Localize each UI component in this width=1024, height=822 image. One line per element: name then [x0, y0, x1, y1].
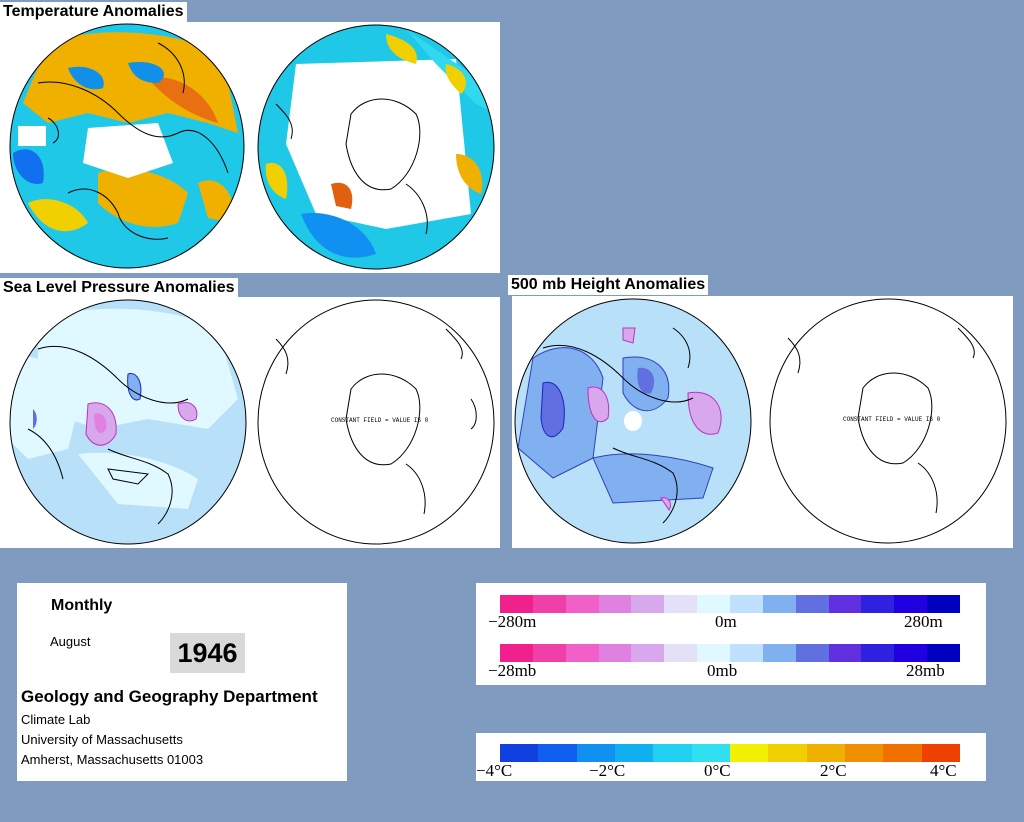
height-colorbar-swatch [697, 595, 731, 613]
height-colorbar [500, 595, 961, 613]
temperature-tick-label: 2°C [820, 761, 847, 780]
slp-constant-note: CONSTANT FIELD = VALUE IS 0 [331, 417, 429, 424]
height-colorbar-swatch [500, 595, 533, 613]
temperature-colorbar-swatch [538, 744, 577, 762]
temperature-colorbar-swatch [653, 744, 692, 762]
height-colorbar-swatch [927, 595, 961, 613]
slp-southern-globe: CONSTANT FIELD = VALUE IS 0 [256, 299, 496, 545]
university-name: University of Massachusetts [21, 732, 183, 747]
height500-northern-globe [513, 298, 753, 544]
pressure-colorbar-swatch [730, 644, 763, 662]
pressure-colorbar-swatch [762, 644, 796, 662]
temperature-tick-label: −2°C [589, 761, 626, 780]
temperature-colorbar-swatch [806, 744, 845, 762]
info-panel: Monthly August 1946 Geology and Geograph… [17, 583, 347, 781]
height-colorbar-swatch [598, 595, 632, 613]
temperature-southern-globe [256, 24, 496, 270]
height-colorbar-swatch [565, 595, 599, 613]
height-colorbar-swatch [894, 595, 928, 613]
height-colorbar-swatch [631, 595, 665, 613]
year-badge: 1946 [170, 633, 245, 673]
department-name: Geology and Geography Department [21, 687, 318, 706]
temperature-colorbar-swatch [844, 744, 884, 762]
temperature-colorbar-swatch [768, 744, 807, 762]
height-colorbar-swatch [762, 595, 796, 613]
height-zero-label: 0m [715, 612, 737, 631]
temperature-legend-panel: −4°C −2°C 0°C 2°C 4°C [476, 733, 986, 781]
height-colorbar-swatch [828, 595, 862, 613]
height-max-label: 280m [904, 612, 943, 631]
temperature-colorbar-swatch [691, 744, 730, 762]
temperature-northern-globe [8, 23, 246, 269]
pressure-colorbar-swatch [861, 644, 895, 662]
pressure-colorbar-swatch [927, 644, 961, 662]
address-line: Amherst, Massachusetts 01003 [21, 752, 204, 767]
lab-name: Climate Lab [21, 712, 91, 727]
slp-title: Sea Level Pressure Anomalies [0, 278, 238, 298]
pressure-min-label: −28mb [488, 661, 537, 680]
temperature-colorbar-swatch [883, 744, 922, 762]
temperature-colorbar-swatch [500, 744, 539, 762]
temperature-title: Temperature Anomalies [0, 2, 187, 22]
height-min-label: −280m [488, 612, 537, 631]
temperature-colorbar-swatch [576, 744, 615, 762]
temperature-colorbar-swatch [614, 744, 654, 762]
period-label: Monthly [51, 597, 113, 614]
anomaly-legend-panel: −280m 0m 280m −28mb 0mb 28mb [476, 583, 986, 685]
temperature-colorbar-swatch [729, 744, 769, 762]
pressure-colorbar-swatch [828, 644, 862, 662]
pressure-colorbar-swatch [795, 644, 829, 662]
height-colorbar-swatch [664, 595, 698, 613]
pressure-colorbar-swatch [664, 644, 698, 662]
pressure-colorbar [500, 644, 961, 662]
month-label: August [50, 634, 91, 649]
height500-constant-note: CONSTANT FIELD = VALUE IS 0 [843, 416, 941, 423]
pressure-colorbar-swatch [631, 644, 665, 662]
pressure-colorbar-swatch [565, 644, 599, 662]
height-colorbar-swatch [861, 595, 895, 613]
pressure-max-label: 28mb [906, 661, 945, 680]
temperature-tick-label: −4°C [476, 761, 513, 780]
pressure-colorbar-swatch [500, 644, 533, 662]
height500-title: 500 mb Height Anomalies [508, 275, 709, 295]
temperature-colorbar [500, 744, 960, 762]
height-colorbar-swatch [730, 595, 763, 613]
pressure-colorbar-swatch [697, 644, 731, 662]
pressure-colorbar-swatch [598, 644, 632, 662]
pressure-zero-label: 0mb [707, 661, 738, 680]
slp-northern-globe [8, 299, 248, 545]
height-colorbar-swatch [795, 595, 829, 613]
pressure-colorbar-swatch [532, 644, 566, 662]
height-colorbar-swatch [532, 595, 566, 613]
height500-southern-globe: CONSTANT FIELD = VALUE IS 0 [768, 298, 1008, 544]
temperature-tick-label: 4°C [930, 761, 957, 780]
pressure-colorbar-swatch [894, 644, 928, 662]
temperature-colorbar-swatch [921, 744, 960, 762]
temperature-tick-label: 0°C [704, 761, 731, 780]
